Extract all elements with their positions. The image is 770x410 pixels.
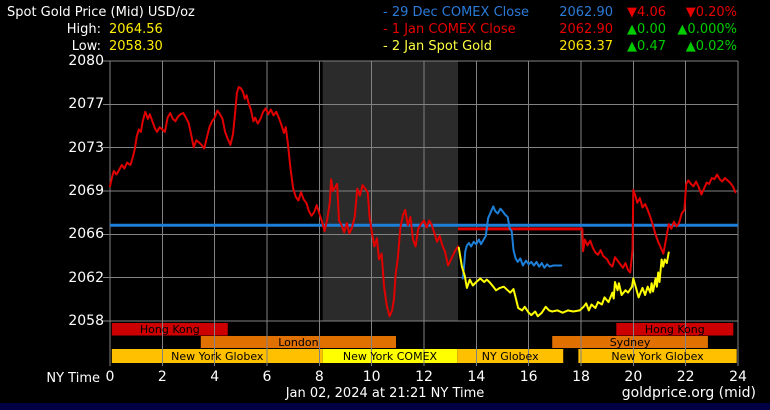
x-axis-label: 22 [676,369,695,385]
bottom-strip [0,403,770,410]
chart-title: Spot Gold Price (Mid) USD/oz [7,5,195,20]
footer-source: goldprice.org (mid) [621,385,756,401]
session-label: Hong Kong [139,323,200,337]
high-value: 2064.56 [109,22,163,37]
legend-series-value: 2062.90 [559,5,613,20]
footer-timestamp: Jan 02, 2024 at 21:21 NY Time [285,386,485,401]
y-axis-label: 2069 [68,183,104,199]
session-bar [457,349,564,363]
x-axis-label: 18 [572,369,590,385]
legend-series-change: ▼4.06 [627,5,666,20]
session-label: London [278,336,319,349]
y-axis-label: 2066 [68,226,104,243]
legend-series-name: - 1 Jan COMEX Close [383,22,516,37]
x-axis-label: 0 [105,369,115,385]
price-line-1-jan-comex-close [581,173,737,274]
legend-series-change: ▲0.47 [627,39,666,54]
x-axis-label: 12 [415,369,433,385]
legend-series-value: 2062.90 [559,22,613,37]
legend-row: - 2 Jan Spot Gold 2063.37 ▲0.47 ▲0.02% [0,39,770,56]
x-axis-label: 20 [624,369,643,385]
x-axis-label: 2 [157,369,167,385]
session-bar [616,323,734,336]
price-line-2-jan-spot-gold [457,246,670,318]
x-axis-label: 24 [729,369,747,385]
x-axis-label: 16 [519,369,538,385]
legend-series-name: - 2 Jan Spot Gold [383,39,492,54]
session-bar [552,336,708,348]
legend-series-value: 2063.37 [559,39,613,54]
session-label: New York Globex [171,350,264,363]
x-axis-label: 10 [362,369,381,385]
legend-row: - 29 Dec COMEX Close 2062.90 ▼4.06 ▼0.20% [0,5,770,22]
price-line-1-jan-comex-close [109,86,459,318]
legend-series-change-pct: ▲0.000% [677,22,737,37]
session-label: NY Globex [481,350,539,363]
y-axis-label: 2073 [68,139,104,156]
legend-series-change-pct: ▼0.20% [685,5,737,20]
y-axis-label: 2058 [68,313,104,329]
y-axis-label: 2080 [68,53,104,69]
session-label: Hong Kong [644,323,705,337]
low-label: Low: [71,39,101,54]
high-label: High: [66,22,101,37]
session-bar [200,336,397,348]
session-label: Sydney [609,336,651,349]
low-value: 2058.30 [109,39,163,54]
session-bar [111,323,228,336]
x-axis-label: 4 [210,369,220,385]
legend-series-name: - 29 Dec COMEX Close [383,5,529,20]
price-line-29-dec-comex-close [461,205,563,280]
legend-row: - 1 Jan COMEX Close 2062.90 ▲0.00 ▲0.000% [0,22,770,39]
x-axis-label: 6 [262,369,272,385]
y-axis-label: 2077 [68,96,104,113]
x-axis-title: NY Time [46,371,100,386]
x-axis-label: 14 [467,369,486,385]
session-bar [111,349,323,363]
session-label: New York COMEX [342,350,438,363]
session-label: New York Globex [611,350,704,363]
legend-series-change-pct: ▲0.02% [685,39,737,54]
legend-series-change: ▲0.00 [627,22,666,37]
x-axis-label: 8 [314,369,324,385]
session-bar [578,349,737,363]
y-axis-label: 2062 [68,269,104,286]
